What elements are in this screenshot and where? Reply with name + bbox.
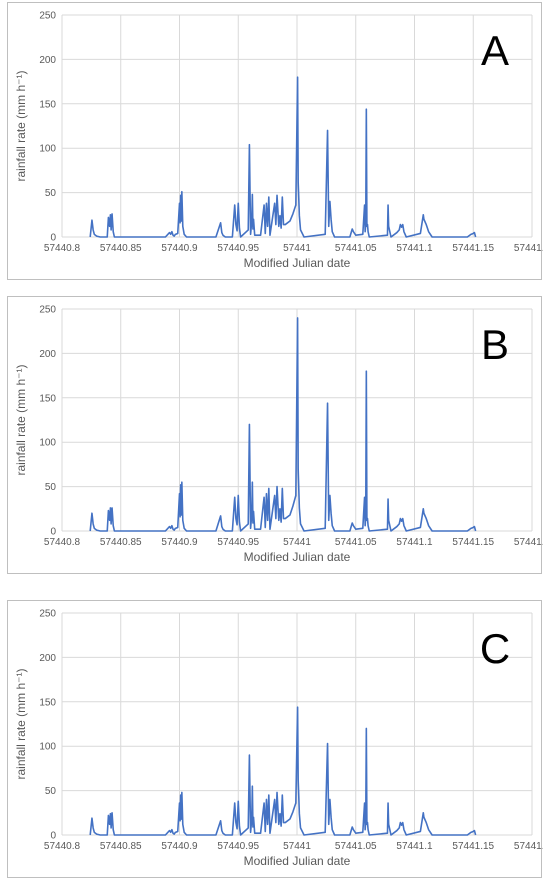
x-tick-label: 57440.95 bbox=[217, 841, 259, 852]
y-tick-label: 150 bbox=[39, 697, 56, 708]
x-tick-label: 57441 bbox=[283, 537, 311, 548]
x-tick-label: 57441.05 bbox=[335, 841, 377, 852]
y-tick-label: 200 bbox=[39, 349, 56, 360]
x-tick-label: 57440.9 bbox=[161, 243, 198, 254]
x-tick-label: 57440.9 bbox=[161, 841, 198, 852]
x-tick-label: 57440.85 bbox=[100, 243, 142, 254]
y-tick-label: 250 bbox=[39, 305, 56, 316]
chart-svg: 0 50 100 150 200 250 57440.8 57440.85 57440.9 574… bbox=[14, 305, 543, 565]
x-tick-label: 57440.8 bbox=[44, 243, 81, 254]
x-tick-label: 57441.15 bbox=[452, 841, 494, 852]
x-tick-label: 57440.85 bbox=[100, 841, 142, 852]
y-tick-label: 0 bbox=[50, 233, 56, 244]
y-axis-label: rainfall rate (mm h⁻¹) bbox=[14, 364, 28, 475]
chart-panel-a: 0 50 100 150 200 250 57440.8 57440.85 57440.9 574… bbox=[7, 2, 543, 280]
panel-letter: A bbox=[481, 27, 509, 74]
panel-letter: B bbox=[481, 321, 509, 368]
y-tick-label: 250 bbox=[39, 11, 56, 22]
x-tick-label: 57441.2 bbox=[514, 537, 543, 548]
y-tick-label: 200 bbox=[39, 653, 56, 664]
x-tick-label: 57440.8 bbox=[44, 537, 81, 548]
x-axis-label: Modified Julian date bbox=[244, 854, 351, 868]
x-tick-label: 57440.9 bbox=[161, 537, 198, 548]
y-tick-label: 200 bbox=[39, 55, 56, 66]
x-tick-label: 57441 bbox=[283, 841, 311, 852]
x-tick-label: 57441.05 bbox=[335, 537, 377, 548]
y-tick-label: 0 bbox=[50, 527, 56, 538]
x-tick-label: 57441.1 bbox=[396, 841, 433, 852]
x-tick-label: 57440.95 bbox=[217, 243, 259, 254]
y-tick-label: 100 bbox=[39, 438, 56, 449]
x-axis-label: Modified Julian date bbox=[244, 256, 351, 270]
y-tick-label: 150 bbox=[39, 99, 56, 110]
panel-letter: C bbox=[480, 625, 510, 672]
rainfall-series-line bbox=[89, 317, 477, 532]
x-tick-label: 57441 bbox=[283, 243, 311, 254]
chart-panel-b: 0 50 100 150 200 250 57440.8 57440.85 57440.9 574… bbox=[7, 296, 543, 574]
x-tick-label: 57441.2 bbox=[514, 841, 543, 852]
x-tick-label: 57441.1 bbox=[396, 537, 433, 548]
y-tick-label: 150 bbox=[39, 393, 56, 404]
x-tick-label: 57441.2 bbox=[514, 243, 543, 254]
y-tick-label: 100 bbox=[39, 742, 56, 753]
x-tick-label: 57440.8 bbox=[44, 841, 81, 852]
x-tick-label: 57441.15 bbox=[452, 243, 494, 254]
y-tick-label: 250 bbox=[39, 609, 56, 620]
x-tick-label: 57440.85 bbox=[100, 537, 142, 548]
y-axis-label: rainfall rate (mm h⁻¹) bbox=[14, 668, 28, 779]
x-tick-label: 57441.15 bbox=[452, 537, 494, 548]
x-tick-label: 57441.1 bbox=[396, 243, 433, 254]
x-tick-label: 57440.95 bbox=[217, 537, 259, 548]
y-axis-label: rainfall rate (mm h⁻¹) bbox=[14, 70, 28, 181]
chart-svg: 0 50 100 150 200 250 57440.8 57440.85 57440.9 574… bbox=[14, 609, 543, 869]
x-axis-label: Modified Julian date bbox=[244, 550, 351, 564]
chart-panel-c: 0 50 100 150 200 250 57440.8 57440.85 57440.9 574… bbox=[7, 600, 543, 878]
y-tick-label: 50 bbox=[45, 786, 57, 797]
y-tick-label: 0 bbox=[50, 831, 56, 842]
y-tick-label: 50 bbox=[45, 188, 57, 199]
rainfall-series-line bbox=[89, 706, 477, 836]
rainfall-series-line bbox=[89, 76, 477, 238]
y-tick-label: 100 bbox=[39, 144, 56, 155]
chart-svg: 0 50 100 150 200 250 57440.8 57440.85 57440.9 574… bbox=[14, 11, 543, 271]
y-tick-label: 50 bbox=[45, 482, 57, 493]
x-tick-label: 57441.05 bbox=[335, 243, 377, 254]
